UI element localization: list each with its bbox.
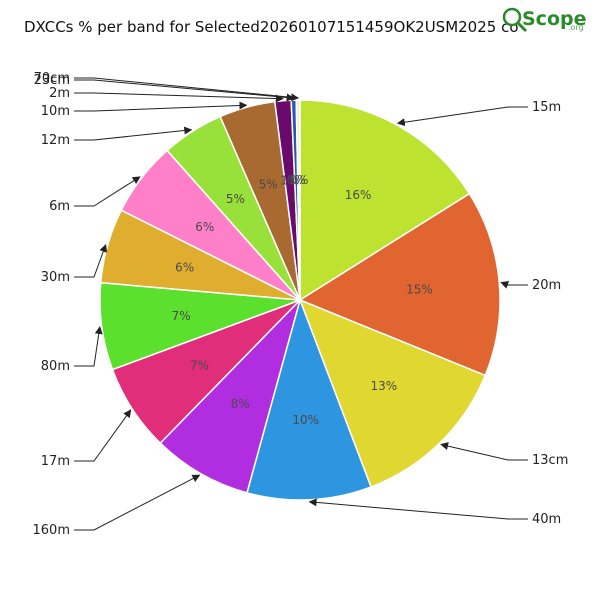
- leader-line-12m: [74, 126, 193, 141]
- pie-slice-160m: [159, 299, 301, 494]
- leader-line-17m: [74, 409, 132, 462]
- category-label-160m: 160m: [33, 523, 70, 538]
- pct-label-12m: 5%: [226, 192, 245, 206]
- pct-label-80m: 7%: [172, 309, 191, 323]
- pct-label-23cm: 0%: [287, 173, 306, 187]
- leader-line-10m: [74, 101, 248, 112]
- magnifier-icon: [502, 7, 522, 27]
- pct-label-30m: 6%: [175, 260, 194, 274]
- leader-line-20m: [500, 281, 528, 289]
- leader-line-80m: [74, 326, 103, 367]
- pie-slice-13cm: [298, 298, 487, 488]
- pct-label-15m: 16%: [345, 188, 372, 202]
- category-label-80m: 80m: [41, 359, 70, 374]
- leader-line-15m: [396, 106, 528, 127]
- pct-label-6m: 6%: [195, 220, 214, 234]
- logo: Scope .org: [502, 7, 587, 33]
- leader-line-23cm: [74, 79, 295, 102]
- pct-label-70cm: 0%: [289, 173, 308, 187]
- category-label-13cm: 13cm: [532, 453, 568, 468]
- category-label-10m: 10m: [41, 104, 70, 119]
- leader-line-160m: [74, 474, 201, 531]
- category-label-40m: 40m: [532, 512, 561, 527]
- pct-label-2m: 1%: [280, 173, 299, 187]
- leader-line-13cm: [440, 442, 528, 461]
- leader-line-40m: [308, 498, 528, 520]
- category-label-6m: 6m: [49, 199, 70, 214]
- leader-line-30m: [74, 243, 108, 278]
- pct-label-13cm: 13%: [370, 379, 397, 393]
- category-label-2m: 2m: [49, 86, 70, 101]
- logo-suffix: .org: [568, 23, 584, 32]
- category-label-17m: 17m: [41, 454, 70, 469]
- category-label-15m: 15m: [532, 100, 561, 115]
- pie-slice-20m: [298, 192, 501, 377]
- category-label-30m: 30m: [41, 270, 70, 285]
- category-label-12m: 12m: [41, 133, 70, 148]
- pct-label-20m: 15%: [406, 283, 433, 297]
- chart-title: DXCCs % per band for Selected20260107151…: [24, 18, 519, 36]
- category-label-70cm: 70cm: [34, 71, 70, 86]
- logo-text: Scope: [522, 8, 587, 30]
- category-label-23cm: 23cm: [34, 73, 70, 88]
- category-label-20m: 20m: [532, 278, 561, 293]
- pct-label-160m: 8%: [231, 397, 250, 411]
- leader-line-6m: [74, 176, 141, 207]
- pct-label-10m: 5%: [259, 177, 278, 191]
- pct-label-17m: 7%: [190, 358, 209, 372]
- leader-line-2m: [74, 92, 284, 103]
- pie-slice-15m: [299, 99, 471, 302]
- leader-line-70cm: [74, 77, 300, 102]
- pct-label-40m: 10%: [292, 413, 319, 427]
